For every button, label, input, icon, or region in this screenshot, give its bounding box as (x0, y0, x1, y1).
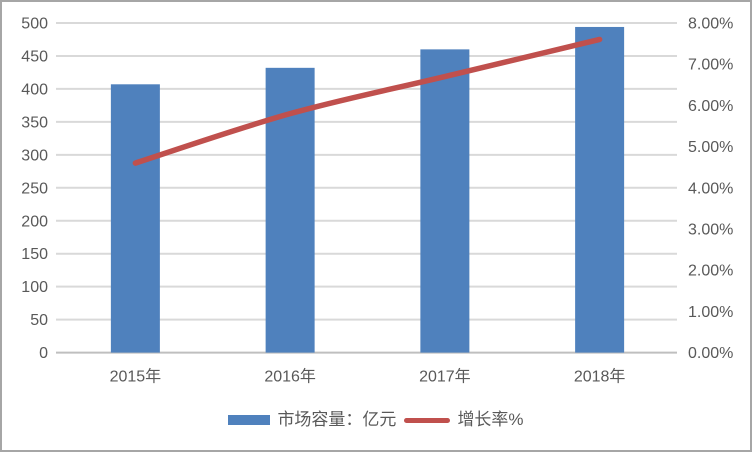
right-axis-tick-label: 2.00% (688, 263, 733, 280)
left-axis-tick-label: 200 (21, 213, 48, 230)
bar-2017年 (420, 49, 470, 353)
right-axis-tick-label: 6.00% (688, 98, 733, 115)
left-axis-tick-label: 500 (21, 16, 48, 33)
category-label: 2015年 (110, 368, 162, 386)
left-axis-tick-label: 0 (39, 345, 48, 362)
right-axis-tick-label: 5.00% (688, 139, 733, 156)
right-axis-tick-label: 4.00% (688, 180, 733, 197)
bar-2015年 (110, 84, 160, 353)
growth-rate-line (132, 36, 603, 166)
bar-series-legend-swatch (228, 415, 271, 425)
left-axis-tick-label: 350 (21, 114, 48, 131)
bar-series-legend-label: 市场容量：亿元 (277, 410, 397, 429)
left-axis-tick-label: 100 (21, 279, 48, 296)
right-axis-tick-label: 1.00% (688, 304, 733, 321)
category-label: 2017年 (419, 368, 471, 386)
right-axis-tick-label: 0.00% (688, 345, 733, 362)
right-axis-tick-label: 7.00% (688, 57, 733, 74)
left-axis-tick-label: 250 (21, 180, 48, 197)
left-axis-tick-label: 150 (21, 246, 48, 263)
left-axis-tick-label: 400 (21, 81, 48, 98)
line-series-legend-swatch (404, 417, 451, 423)
left-axis-tick-label: 50 (30, 312, 48, 329)
right-axis-tick-label: 3.00% (688, 222, 733, 239)
line-series-legend-label: 增长率% (457, 410, 524, 429)
left-axis-tick-label: 300 (21, 147, 48, 164)
category-label: 2016年 (264, 368, 316, 386)
right-axis-tick-label: 8.00% (688, 16, 733, 33)
category-label: 2018年 (574, 368, 626, 386)
left-axis-tick-label: 450 (21, 48, 48, 65)
bar-2018年 (575, 26, 625, 353)
chart-legend: 市场容量：亿元 增长率% (2, 410, 750, 430)
